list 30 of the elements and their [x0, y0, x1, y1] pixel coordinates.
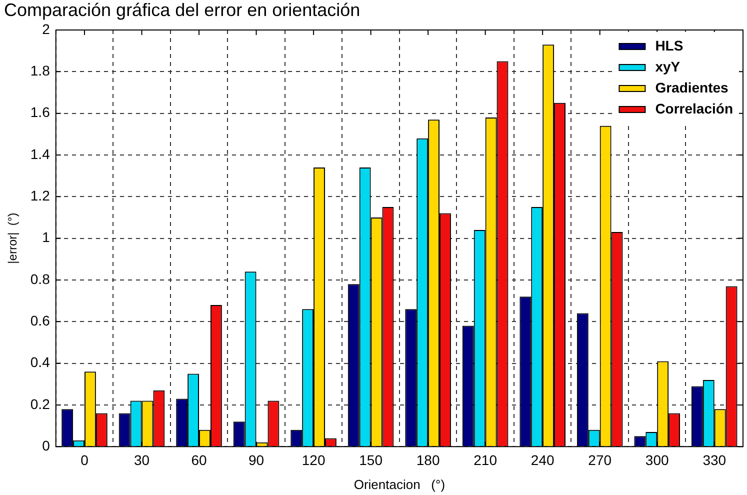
x-axis-title: Orientacion (°) [354, 476, 446, 492]
chart-title: Comparación gráfica del error en orientación [4, 0, 360, 21]
x-tick-label: 180 [416, 452, 440, 468]
legend-label: xyY [655, 58, 681, 74]
x-tick-label: 60 [191, 452, 208, 468]
legend-label: Gradientes [655, 79, 729, 96]
y-tick-label: 1 [42, 229, 50, 246]
y-tick-label: 0.4 [30, 354, 50, 370]
x-tick-label: 90 [248, 452, 264, 468]
x-tick-label: 330 [702, 452, 726, 468]
x-tick-label: 120 [302, 452, 326, 468]
y-tick-label: 0 [42, 437, 50, 454]
x-tick-label: 270 [588, 452, 612, 468]
y-tick-label: 0.8 [30, 270, 50, 287]
y-tick-label: 1.6 [30, 104, 50, 120]
y-tick-label: 1.2 [30, 188, 50, 204]
y-tick-label: 1.4 [30, 146, 50, 162]
x-tick-label: 300 [645, 452, 669, 468]
x-tick-label: 150 [359, 452, 383, 468]
legend-label: Correlación [655, 100, 734, 116]
x-tick-label: 0 [80, 452, 89, 468]
x-tick-label: 210 [474, 452, 498, 468]
y-tick-label: 0.2 [30, 396, 50, 412]
x-tick-label: 240 [530, 452, 554, 468]
x-tick-label: 30 [134, 452, 150, 468]
y-tick-label: 2 [42, 20, 50, 37]
y-tick-label: 1.8 [30, 62, 50, 79]
legend-label: HLS [655, 37, 684, 54]
y-tick-label: 0.6 [30, 312, 50, 328]
y-axis-title: |error| (°) [6, 212, 20, 264]
